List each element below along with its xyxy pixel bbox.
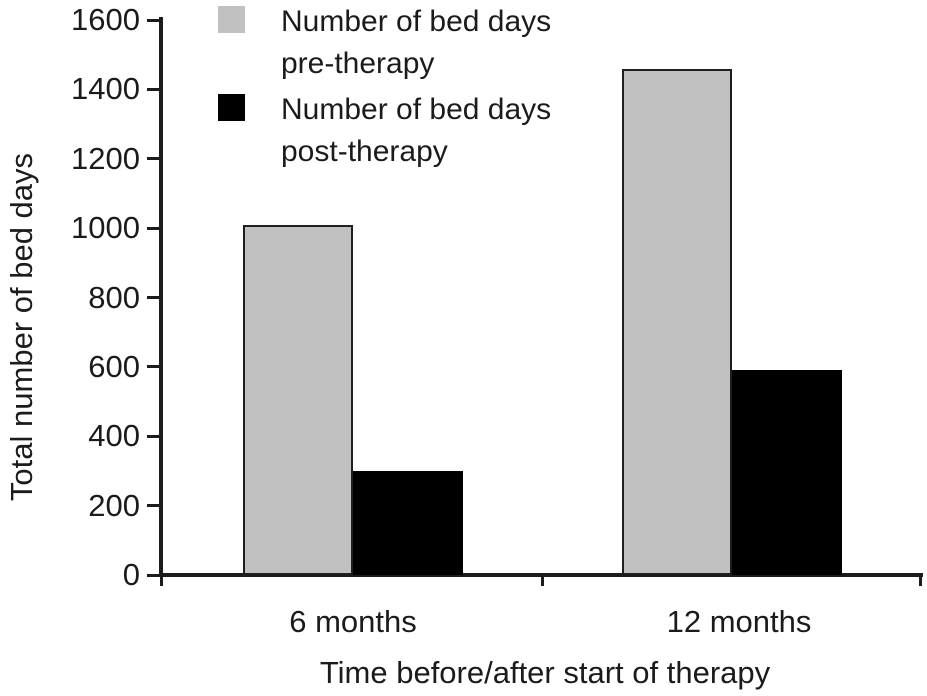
y-tick-label: 1200 — [71, 140, 140, 176]
y-tick-label: 800 — [88, 279, 140, 315]
y-tick-label: 1000 — [71, 210, 140, 246]
y-tick-label: 400 — [88, 418, 140, 454]
legend-swatch-pre-therapy — [218, 6, 245, 33]
y-tick-label: 600 — [88, 348, 140, 384]
legend-label-line: pre-therapy — [281, 47, 435, 80]
y-tick-label: 200 — [88, 487, 140, 523]
y-tick-mark — [147, 504, 160, 508]
x-category-label-12-months: 12 months — [666, 604, 812, 639]
bar-pre-therapy-6-months — [243, 224, 353, 575]
x-axis-line — [159, 573, 923, 577]
x-tick-mark — [919, 577, 922, 586]
legend-label-line: post-therapy — [281, 135, 448, 168]
y-axis-line — [159, 17, 163, 577]
bar-pre-therapy-12-months — [622, 68, 732, 575]
y-tick-label: 1600 — [71, 2, 140, 37]
y-tick-mark — [147, 87, 160, 91]
x-tick-mark — [160, 577, 163, 586]
bar-post-therapy-12-months — [732, 370, 842, 575]
y-tick-label: 1400 — [71, 71, 140, 107]
x-tick-mark — [541, 577, 544, 586]
y-tick-mark — [147, 157, 160, 161]
legend-label-line: Number of bed days — [281, 93, 552, 126]
legend-label-pre-therapy: Number of bed days pre-therapy — [281, 1, 551, 85]
y-tick-mark — [147, 365, 160, 369]
legend-label-post-therapy: Number of bed days post-therapy — [281, 89, 551, 173]
y-tick-mark — [147, 296, 160, 299]
y-tick-mark — [147, 226, 160, 230]
y-tick-mark — [147, 434, 160, 438]
legend-swatch-post-therapy — [218, 94, 245, 121]
x-category-label-6-months: 6 months — [289, 604, 417, 639]
bar-post-therapy-6-months — [353, 470, 463, 575]
y-tick-label: 0 — [122, 557, 140, 592]
y-tick-mark — [147, 18, 160, 22]
y-tick-mark — [147, 573, 160, 577]
legend-label-line: Number of bed days — [281, 5, 552, 38]
x-axis-title: Time before/after start of therapy — [319, 655, 771, 690]
